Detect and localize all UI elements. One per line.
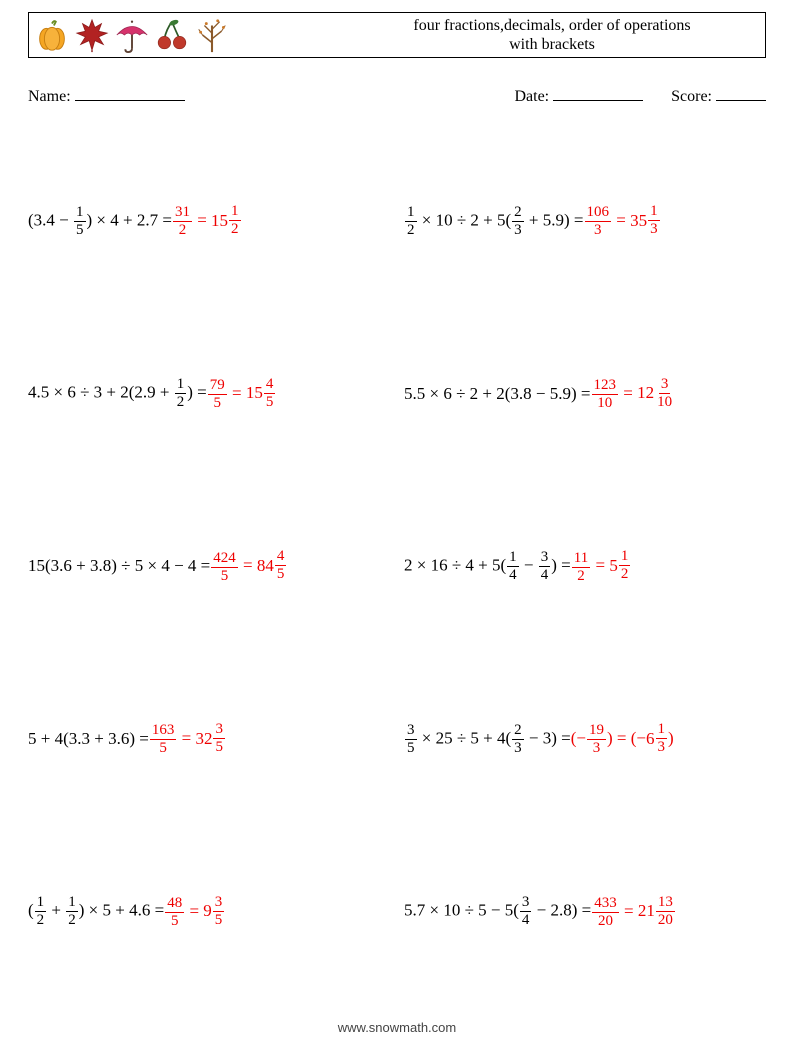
umbrella-icon bbox=[113, 16, 151, 54]
problem-expression: (12 + 12) × 5 + 4.6 = 485 = 935 bbox=[28, 895, 225, 929]
problem-5: 15(3.6 + 3.8) ÷ 5 × 4 − 4 = 4245 = 8445 bbox=[28, 475, 404, 648]
date-blank[interactable] bbox=[553, 100, 643, 101]
problem-3: 4.5 × 6 ÷ 3 + 2(2.9 + 12) = 795 = 1545 bbox=[28, 303, 404, 476]
problem-6: 2 × 16 ÷ 4 + 5(14 − 34) = 112 = 512 bbox=[404, 475, 780, 648]
footer-text: www.snowmath.com bbox=[338, 1020, 456, 1035]
problem-2: 12 × 10 ÷ 2 + 5(23 + 5.9) = 1063 = 3513 bbox=[404, 130, 780, 303]
title-line-2: with brackets bbox=[509, 36, 595, 53]
problem-expression: 2 × 16 ÷ 4 + 5(14 − 34) = 112 = 512 bbox=[404, 549, 631, 583]
name-field: Name: bbox=[28, 88, 185, 106]
problem-expression: 12 × 10 ÷ 2 + 5(23 + 5.9) = 1063 = 3513 bbox=[404, 204, 661, 238]
problem-expression: 5 + 4(3.3 + 3.6) = 1635 = 3235 bbox=[28, 722, 226, 756]
problem-expression: 5.5 × 6 ÷ 2 + 2(3.8 − 5.9) = 12310 = 123… bbox=[404, 377, 675, 411]
problem-expression: 35 × 25 ÷ 5 + 4(23 − 3) = (−193) = (−613… bbox=[404, 722, 674, 756]
icon-row bbox=[33, 16, 231, 54]
meta-right: Date: Score: bbox=[514, 88, 766, 106]
problem-8: 35 × 25 ÷ 5 + 4(23 − 3) = (−193) = (−613… bbox=[404, 648, 780, 821]
title-line-1: four fractions,decimals, order of operat… bbox=[413, 17, 690, 34]
problem-expression: 15(3.6 + 3.8) ÷ 5 × 4 − 4 = 4245 = 8445 bbox=[28, 549, 287, 583]
problem-expression: 4.5 × 6 ÷ 3 + 2(2.9 + 12) = 795 = 1545 bbox=[28, 377, 276, 411]
name-label: Name: bbox=[28, 88, 71, 105]
worksheet-page: four fractions,decimals, order of operat… bbox=[0, 0, 794, 1053]
problem-expression: (3.4 − 15) × 4 + 2.7 = 312 = 1512 bbox=[28, 204, 242, 238]
problem-4: 5.5 × 6 ÷ 2 + 2(3.8 − 5.9) = 12310 = 123… bbox=[404, 303, 780, 476]
header-box: four fractions,decimals, order of operat… bbox=[28, 12, 766, 58]
problem-1: (3.4 − 15) × 4 + 2.7 = 312 = 1512 bbox=[28, 130, 404, 303]
date-label: Date: bbox=[514, 88, 549, 105]
cherries-icon bbox=[153, 16, 191, 54]
score-blank[interactable] bbox=[716, 100, 766, 101]
problem-10: 5.7 × 10 ÷ 5 − 5(34 − 2.8) = 43320 = 211… bbox=[404, 820, 780, 993]
bare-tree-icon bbox=[193, 16, 231, 54]
score-label: Score: bbox=[671, 88, 712, 105]
problems-grid: (3.4 − 15) × 4 + 2.7 = 312 = 1512 12 × 10… bbox=[28, 130, 780, 993]
problem-9: (12 + 12) × 5 + 4.6 = 485 = 935 bbox=[28, 820, 404, 993]
score-field: Score: bbox=[671, 88, 766, 106]
worksheet-title: four fractions,decimals, order of operat… bbox=[397, 16, 757, 54]
footer: www.snowmath.com bbox=[0, 1020, 794, 1035]
date-field: Date: bbox=[514, 88, 643, 106]
name-blank[interactable] bbox=[75, 100, 185, 101]
problem-expression: 5.7 × 10 ÷ 5 − 5(34 − 2.8) = 43320 = 211… bbox=[404, 895, 676, 929]
problem-7: 5 + 4(3.3 + 3.6) = 1635 = 3235 bbox=[28, 648, 404, 821]
pumpkin-icon bbox=[33, 16, 71, 54]
meta-row: Name: Date: Score: bbox=[28, 88, 766, 106]
maple-leaf-icon bbox=[73, 16, 111, 54]
